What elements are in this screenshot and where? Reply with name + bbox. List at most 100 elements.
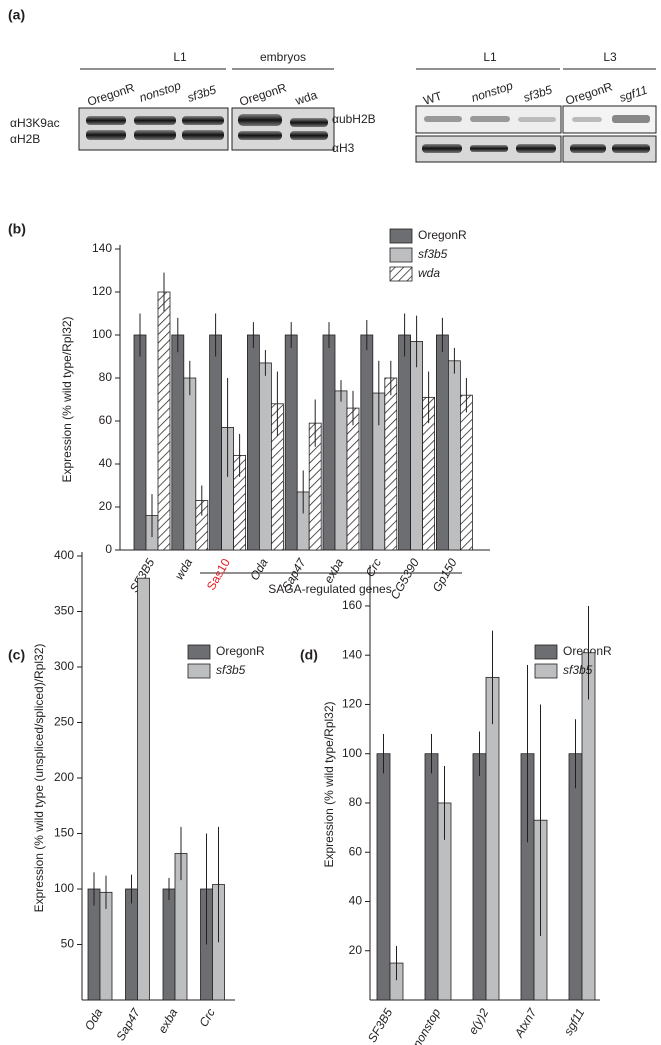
panel-label: (a): [8, 7, 25, 23]
y-axis-label: Expression (% wild type/Rpl32): [322, 701, 336, 867]
x-tick-label: exba: [155, 1006, 180, 1036]
sample-label: sgf11: [618, 83, 649, 105]
y-axis-label: Expression (% wild type/Rpl32): [60, 316, 74, 482]
panel-label: (d): [300, 647, 318, 663]
bar: [472, 753, 487, 1001]
y-tick-label: 140: [342, 647, 362, 661]
panel-label: (c): [8, 647, 25, 663]
bar: [581, 652, 596, 1001]
y-tick-label: 150: [54, 826, 74, 840]
x-tick-label: nonstop: [410, 1006, 444, 1045]
y-tick-label: 40: [99, 456, 113, 470]
sample-label: nonstop: [470, 78, 515, 105]
y-tick-label: 140: [92, 241, 112, 255]
bar: [209, 334, 223, 551]
x-tick-label: SF3B5: [365, 1006, 396, 1045]
blot-image: [78, 107, 229, 151]
legend-label: sf3b5: [418, 247, 448, 261]
bar: [133, 334, 147, 551]
legend-swatch: [389, 266, 413, 282]
annotation: SAGA-regulated genes: [268, 582, 391, 596]
legend-label: wda: [418, 266, 440, 280]
y-tick-label: 0: [105, 542, 112, 556]
x-tick-label: CG5390: [387, 556, 422, 602]
row-label: αH2B: [10, 132, 40, 146]
y-tick-label: 120: [92, 284, 112, 298]
bar: [424, 753, 439, 1001]
x-tick-label: Sap47: [113, 1005, 143, 1043]
bar: [568, 753, 583, 1001]
legend-label: sf3b5: [563, 663, 593, 677]
bar: [376, 753, 391, 1001]
x-tick-label: sgf11: [561, 1006, 587, 1038]
bar: [171, 334, 185, 551]
bar: [384, 377, 398, 551]
x-tick-label: Crc: [363, 556, 384, 579]
y-tick-label: 350: [54, 604, 74, 618]
bar: [125, 888, 138, 1001]
bands: [422, 115, 650, 153]
bar: [246, 334, 260, 551]
y-tick-label: 60: [99, 413, 113, 427]
y-tick-label: 80: [99, 370, 113, 384]
x-tick-label: Crc: [196, 1006, 217, 1029]
bar: [398, 334, 412, 551]
y-tick-label: 250: [54, 715, 74, 729]
y-tick-label: 100: [92, 327, 112, 341]
sample-label: wda: [293, 88, 320, 109]
x-tick-label: Sas10: [204, 556, 233, 593]
bar: [162, 888, 176, 1001]
x-tick-label: Oda: [247, 556, 271, 583]
sample-label: OregonR: [238, 80, 289, 108]
group-label: L1: [483, 50, 497, 64]
bar: [183, 377, 197, 551]
legend-swatch: [389, 247, 413, 263]
legend-swatch: [534, 644, 558, 660]
x-tick-label: e(y)2: [466, 1006, 492, 1037]
y-tick-label: 80: [349, 795, 363, 809]
row-label: αH3: [332, 141, 355, 155]
legend-label: OregonR: [216, 644, 265, 658]
legend-swatch: [389, 228, 413, 244]
x-tick-label: exba: [321, 556, 346, 586]
sample-label: OregonR: [86, 80, 137, 108]
y-tick-label: 100: [342, 746, 362, 760]
group-label: embryos: [260, 50, 306, 64]
bar: [137, 577, 150, 1001]
y-tick-label: 160: [342, 598, 362, 612]
bar: [410, 341, 424, 551]
legend-label: OregonR: [563, 644, 612, 658]
bar: [360, 334, 374, 551]
legend-label: OregonR: [418, 228, 467, 242]
bar: [157, 291, 171, 551]
group-label: L1: [173, 50, 187, 64]
y-tick-label: 300: [54, 659, 74, 673]
x-tick-label: Gp150: [430, 556, 460, 594]
y-tick-label: 40: [349, 894, 363, 908]
row-label: αH3K9ac: [10, 116, 60, 130]
y-tick-label: 100: [54, 881, 74, 895]
blot-panel: (a) L1 embryos OregonR nonstop sf3b5 Ore…: [8, 7, 657, 163]
bar: [459, 394, 473, 551]
x-tick-label: Atxn7: [511, 1005, 540, 1041]
y-tick-label: 20: [99, 499, 113, 513]
y-axis-label: Expression (% wild type (unspliced/splic…: [32, 644, 46, 913]
bar: [346, 407, 360, 551]
y-tick-label: 120: [342, 697, 362, 711]
legend-swatch: [187, 663, 211, 679]
group-label: L3: [603, 50, 617, 64]
bar: [485, 676, 500, 1001]
bar: [258, 362, 272, 551]
sample-label: OregonR: [564, 79, 615, 107]
legend-label: sf3b5: [216, 663, 246, 677]
y-tick-label: 400: [54, 548, 74, 562]
y-tick-label: 50: [61, 937, 75, 951]
bar: [334, 390, 348, 551]
bar: [435, 334, 449, 551]
legend-swatch: [187, 644, 211, 660]
panel-label: (b): [8, 221, 26, 237]
x-tick-label: Oda: [82, 1006, 106, 1033]
legend-swatch: [534, 663, 558, 679]
bar: [322, 334, 336, 551]
